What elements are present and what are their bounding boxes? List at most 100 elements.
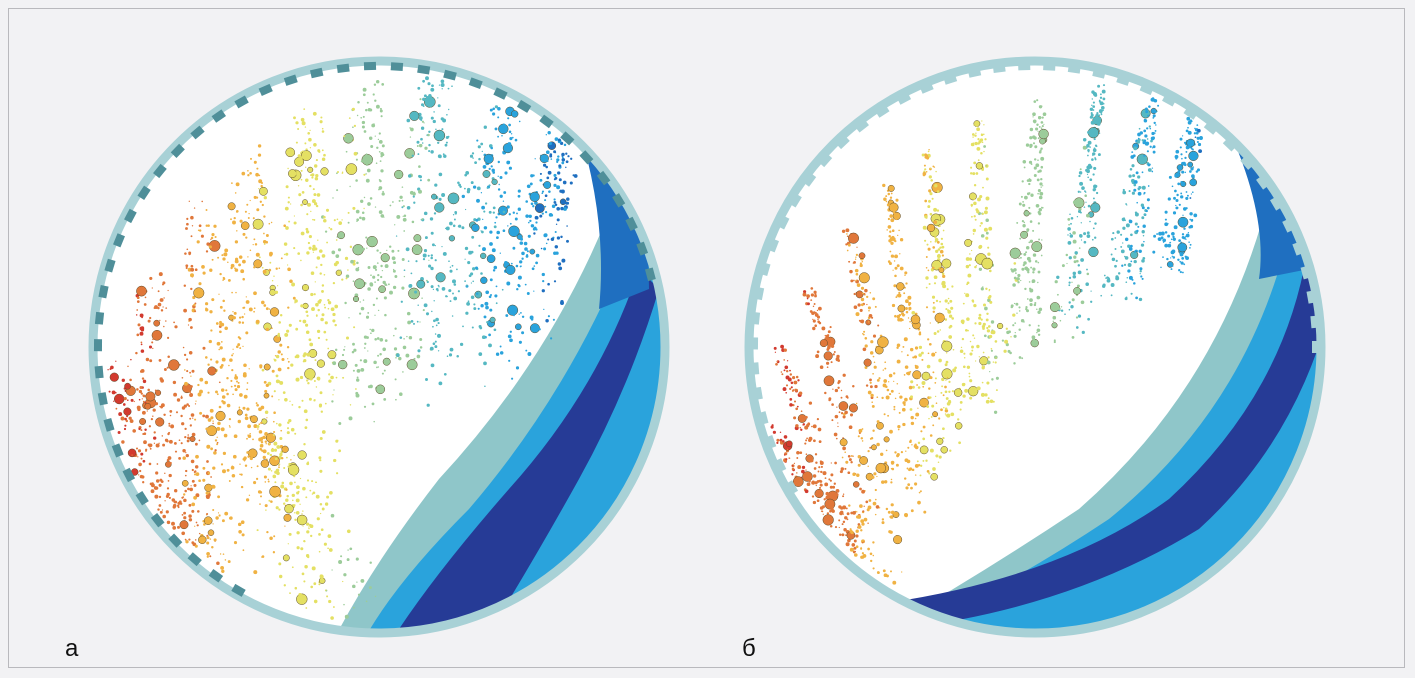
particle	[189, 417, 192, 420]
particle	[258, 423, 261, 426]
particle	[306, 555, 310, 559]
particle	[811, 425, 813, 428]
particle	[927, 150, 930, 153]
particle	[400, 300, 403, 303]
particle	[287, 267, 291, 272]
particle	[238, 321, 241, 324]
particle	[841, 456, 844, 459]
particle	[1145, 110, 1149, 114]
lifter-bar	[113, 233, 125, 248]
particle	[359, 216, 362, 220]
particle	[324, 402, 327, 405]
particle	[857, 454, 862, 459]
particle	[896, 359, 901, 364]
particle	[300, 304, 304, 308]
particle	[1071, 281, 1073, 283]
particle	[982, 186, 984, 189]
particle	[256, 196, 259, 199]
particle	[278, 508, 281, 511]
particle	[1012, 324, 1015, 327]
particle	[345, 163, 358, 175]
particle	[834, 414, 839, 419]
particle	[295, 121, 299, 125]
particle	[194, 544, 198, 548]
particle	[293, 475, 296, 478]
particle	[259, 200, 262, 203]
particle	[931, 197, 934, 200]
particle	[1024, 195, 1028, 200]
particle	[481, 150, 483, 153]
particle	[377, 273, 380, 277]
particle	[556, 158, 560, 162]
particle	[515, 264, 519, 268]
particle	[995, 357, 997, 359]
particle	[939, 300, 942, 303]
particle	[1089, 220, 1091, 223]
particle	[1196, 136, 1200, 140]
particle	[943, 406, 945, 409]
particle	[271, 369, 275, 373]
particle	[1179, 271, 1182, 274]
particle	[864, 337, 868, 340]
particle	[899, 253, 901, 255]
particle	[892, 511, 900, 518]
lifter-bar	[190, 125, 205, 140]
particle	[539, 153, 549, 163]
particle	[394, 275, 398, 278]
particle	[363, 405, 367, 408]
particle	[245, 498, 250, 502]
particle	[311, 480, 314, 483]
particle	[228, 417, 232, 421]
particle	[323, 218, 327, 223]
particle	[855, 529, 859, 533]
particle	[1037, 310, 1041, 314]
particle	[352, 280, 355, 283]
particle	[1154, 129, 1157, 132]
particle	[269, 455, 280, 467]
particle	[214, 235, 217, 239]
particle	[1038, 150, 1042, 154]
particle	[990, 349, 993, 352]
particle	[860, 529, 863, 532]
particle	[296, 593, 308, 605]
particle	[789, 403, 793, 407]
particle	[825, 491, 830, 496]
particle	[844, 451, 846, 453]
particle	[793, 416, 797, 420]
particle	[159, 319, 161, 322]
particle	[889, 196, 893, 199]
particle	[1092, 105, 1096, 108]
particle	[1102, 102, 1105, 105]
particle	[1130, 244, 1133, 248]
particle	[840, 467, 845, 471]
particle	[983, 334, 987, 338]
particle	[813, 311, 816, 314]
particle	[132, 429, 136, 433]
particle	[310, 210, 312, 213]
particle	[923, 510, 927, 514]
particle	[286, 427, 290, 430]
particle	[1068, 276, 1072, 280]
panel-label-b: б	[742, 635, 756, 662]
particle	[221, 569, 225, 573]
particle	[832, 505, 834, 507]
particle	[1015, 272, 1017, 274]
particle	[278, 465, 280, 467]
particle	[389, 290, 393, 295]
particle	[855, 545, 859, 549]
particle	[887, 184, 895, 192]
particle	[882, 569, 886, 573]
particle	[382, 190, 384, 193]
particle	[974, 391, 978, 395]
particle	[157, 302, 162, 307]
particle	[335, 239, 338, 241]
particle	[220, 427, 225, 432]
particle	[372, 275, 376, 279]
particle	[246, 451, 249, 454]
particle	[1010, 335, 1012, 338]
particle	[1021, 357, 1024, 360]
particle	[331, 400, 334, 403]
particle	[876, 396, 879, 399]
particle	[168, 425, 171, 427]
particle	[361, 216, 366, 221]
